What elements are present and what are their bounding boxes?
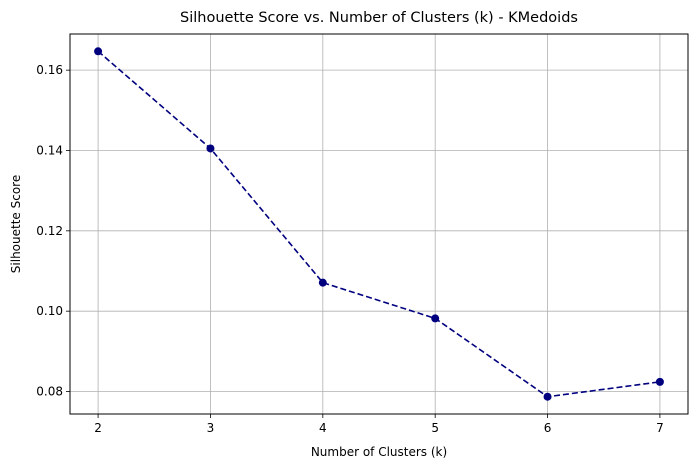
y-tick-label: 0.16 (36, 63, 63, 77)
series (94, 47, 664, 401)
y-axis-label: Silhouette Score (9, 175, 23, 273)
data-point (206, 144, 215, 153)
x-tick-label: 2 (94, 421, 102, 435)
x-tick-label: 4 (319, 421, 327, 435)
chart-title: Silhouette Score vs. Number of Clusters … (180, 10, 578, 26)
y-tick-label: 0.08 (36, 385, 63, 399)
data-point (94, 47, 103, 56)
series-line (97, 50, 661, 398)
data-point (431, 314, 440, 323)
y-tick-label: 0.12 (36, 224, 63, 238)
axis-ticks: 2 3 4 5 6 7 0.08 0.10 0.12 0.14 0.16 (36, 63, 663, 435)
x-tick-label: 5 (431, 421, 439, 435)
x-axis-label: Number of Clusters (k) (311, 445, 447, 459)
plot-frame (69, 33, 689, 415)
x-tick-label: 3 (207, 421, 215, 435)
x-tick-label: 7 (656, 421, 664, 435)
x-tick-label: 6 (544, 421, 552, 435)
data-point (655, 377, 664, 386)
y-tick-label: 0.10 (36, 304, 63, 318)
y-tick-label: 0.14 (36, 143, 63, 157)
data-point (543, 392, 552, 401)
data-point (318, 278, 327, 287)
